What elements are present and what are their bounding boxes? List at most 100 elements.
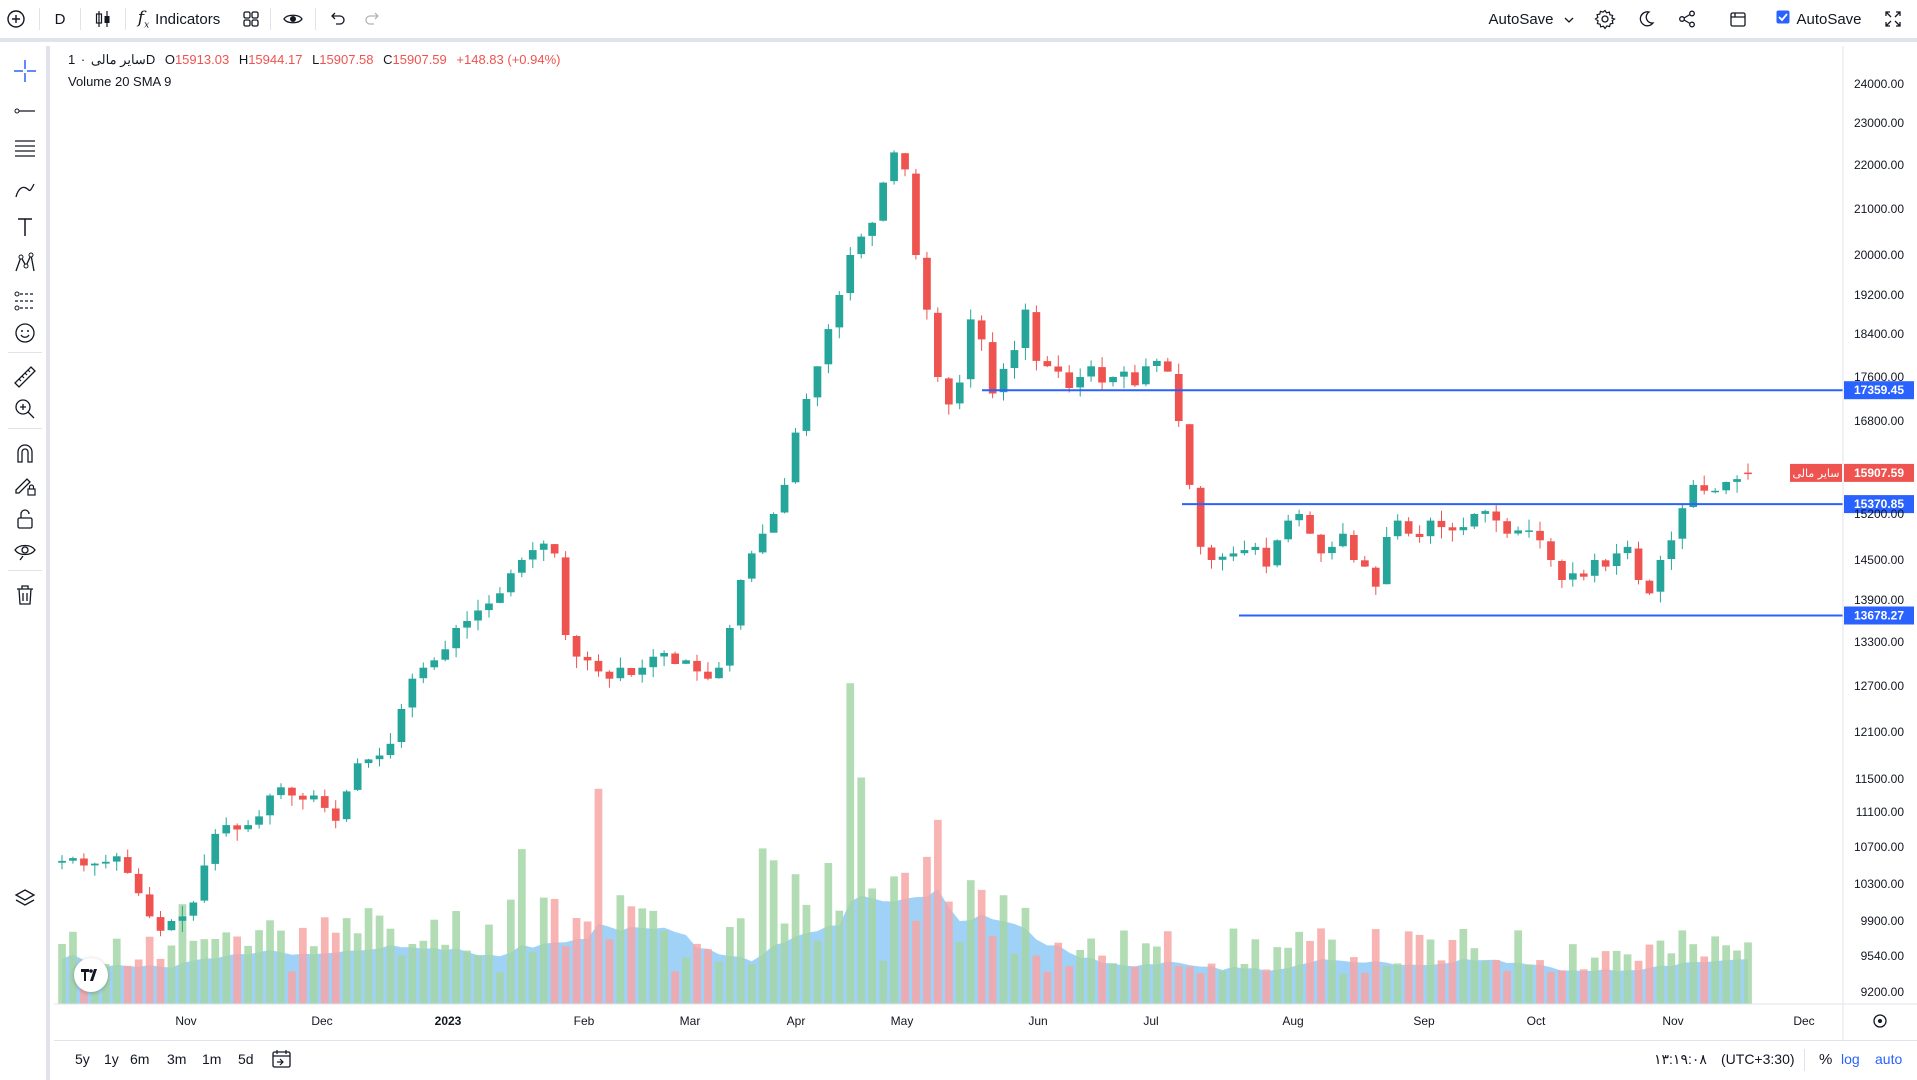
percent-scale-toggle[interactable]: % xyxy=(1819,1051,1833,1068)
candle-body xyxy=(1032,312,1041,361)
candle-body xyxy=(58,860,66,863)
settings-gear-icon[interactable] xyxy=(1585,2,1625,36)
candle-body xyxy=(1054,366,1063,372)
volume-bar xyxy=(430,919,439,1004)
candle-body xyxy=(342,791,351,820)
candle-body xyxy=(682,660,690,664)
candle-body xyxy=(1492,511,1501,521)
candle-body xyxy=(1109,377,1117,383)
candle-body xyxy=(1689,484,1698,507)
volume-bar xyxy=(868,888,876,1004)
candle-body xyxy=(846,255,855,293)
volume-bar xyxy=(901,872,909,1004)
candle-body xyxy=(1065,372,1074,388)
interval-button[interactable]: D xyxy=(54,10,66,28)
candle-body xyxy=(1645,580,1654,594)
volume-bar xyxy=(1295,931,1303,1004)
volume-bar xyxy=(288,971,296,1004)
text-tool-icon[interactable] xyxy=(8,210,42,244)
range-3m[interactable]: 3m xyxy=(167,1051,187,1067)
timezone-button[interactable]: (UTC+3:30) xyxy=(1721,1051,1795,1067)
autosave-menu[interactable]: AutoSave xyxy=(1483,2,1579,36)
candle-body xyxy=(627,668,636,675)
emoji-icon[interactable] xyxy=(8,316,42,350)
go-to-date-calendar-icon[interactable] xyxy=(271,1048,293,1073)
prediction-measure-icon[interactable] xyxy=(8,284,42,318)
visibility-eye-icon[interactable] xyxy=(271,2,315,36)
candle-body xyxy=(1273,540,1282,566)
candle-body xyxy=(1722,482,1730,491)
volume-bar xyxy=(364,908,373,1004)
add-symbol-icon[interactable] xyxy=(1,2,31,36)
log-scale-toggle[interactable]: log xyxy=(1841,1051,1860,1067)
autosave-menu-label: AutoSave xyxy=(1488,10,1554,28)
volume-bar xyxy=(1426,939,1435,1004)
volume-bar xyxy=(605,939,614,1004)
templates-grid-icon[interactable] xyxy=(232,2,270,36)
crosshair-cursor-icon[interactable] xyxy=(8,54,42,88)
price-tick-label: 19200.00 xyxy=(1854,288,1904,302)
candle-body xyxy=(233,825,241,830)
volume-bar xyxy=(255,930,263,1004)
candle-body xyxy=(1700,485,1709,491)
candle-body xyxy=(977,320,986,340)
share-icon[interactable] xyxy=(1667,2,1707,36)
range-5y[interactable]: 5y xyxy=(75,1051,90,1067)
undo-icon[interactable] xyxy=(316,2,358,36)
candle-body xyxy=(1503,521,1511,534)
volume-bar xyxy=(934,819,942,1004)
candle-body xyxy=(1733,479,1741,482)
auto-scale-toggle[interactable]: auto xyxy=(1875,1051,1903,1067)
candle-body xyxy=(1558,561,1566,580)
fullscreen-icon[interactable] xyxy=(1873,2,1913,36)
legend-indicator[interactable]: Volume 20 SMA 9 xyxy=(68,74,172,89)
candle-body xyxy=(594,660,603,672)
indicators-button[interactable]: fx Indicators xyxy=(126,2,232,36)
range-1m[interactable]: 1m xyxy=(202,1051,222,1067)
volume-bar xyxy=(583,921,592,1004)
dark-mode-moon-icon[interactable] xyxy=(1625,2,1667,36)
toolbar-divider xyxy=(8,352,42,353)
trend-line-icon[interactable] xyxy=(8,94,42,128)
fib-retracement-icon[interactable] xyxy=(8,132,42,166)
pattern-tool-icon[interactable] xyxy=(8,246,42,280)
brush-icon[interactable] xyxy=(8,172,42,206)
tradingview-logo[interactable] xyxy=(74,958,108,992)
candles-chart-type-icon[interactable] xyxy=(81,2,125,36)
candle-body xyxy=(1010,350,1019,368)
zoom-in-icon[interactable] xyxy=(8,392,42,426)
snapshot-icon[interactable] xyxy=(1715,2,1761,36)
range-6m[interactable]: 6m xyxy=(130,1051,150,1067)
horizontal-lines: 17359.45 15370.85 13678.27 سایر مالی 15907.5… xyxy=(982,381,1914,625)
toolbar-divider xyxy=(39,8,40,30)
legend-symbol[interactable]: سایر مالی xyxy=(90,52,146,67)
volume-bar xyxy=(1525,964,1533,1004)
candle-body xyxy=(1350,535,1358,560)
unlock-icon[interactable] xyxy=(8,502,42,536)
legend-close: 15907.59 xyxy=(392,52,447,67)
candle-body xyxy=(726,628,734,666)
candle-body xyxy=(835,295,844,328)
candle-body xyxy=(1240,550,1249,554)
price-tick-label: 23000.00 xyxy=(1854,116,1904,130)
candle-body xyxy=(331,808,340,821)
checkbox-checked-icon xyxy=(1776,10,1790,28)
range-1y[interactable]: 1y xyxy=(104,1051,119,1067)
candle-body xyxy=(1328,546,1336,554)
ruler-measure-icon[interactable] xyxy=(8,360,42,394)
autosave-checkbox[interactable]: AutoSave xyxy=(1771,2,1867,36)
candle-body xyxy=(561,557,570,635)
hide-drawings-eye-icon[interactable] xyxy=(8,534,42,568)
volume-bar xyxy=(408,944,417,1004)
price-tick-label: 9200.00 xyxy=(1861,985,1905,999)
object-tree-layers-icon[interactable] xyxy=(8,882,42,916)
lock-drawing-pencil-icon[interactable] xyxy=(8,468,42,502)
trash-icon[interactable] xyxy=(8,578,42,612)
volume-sma-area xyxy=(62,889,1748,1004)
range-5d[interactable]: 5d xyxy=(238,1051,254,1067)
redo-icon[interactable] xyxy=(358,2,388,36)
magnet-icon[interactable] xyxy=(8,436,42,470)
candle-body xyxy=(616,667,625,679)
volume-bar xyxy=(594,788,603,1004)
